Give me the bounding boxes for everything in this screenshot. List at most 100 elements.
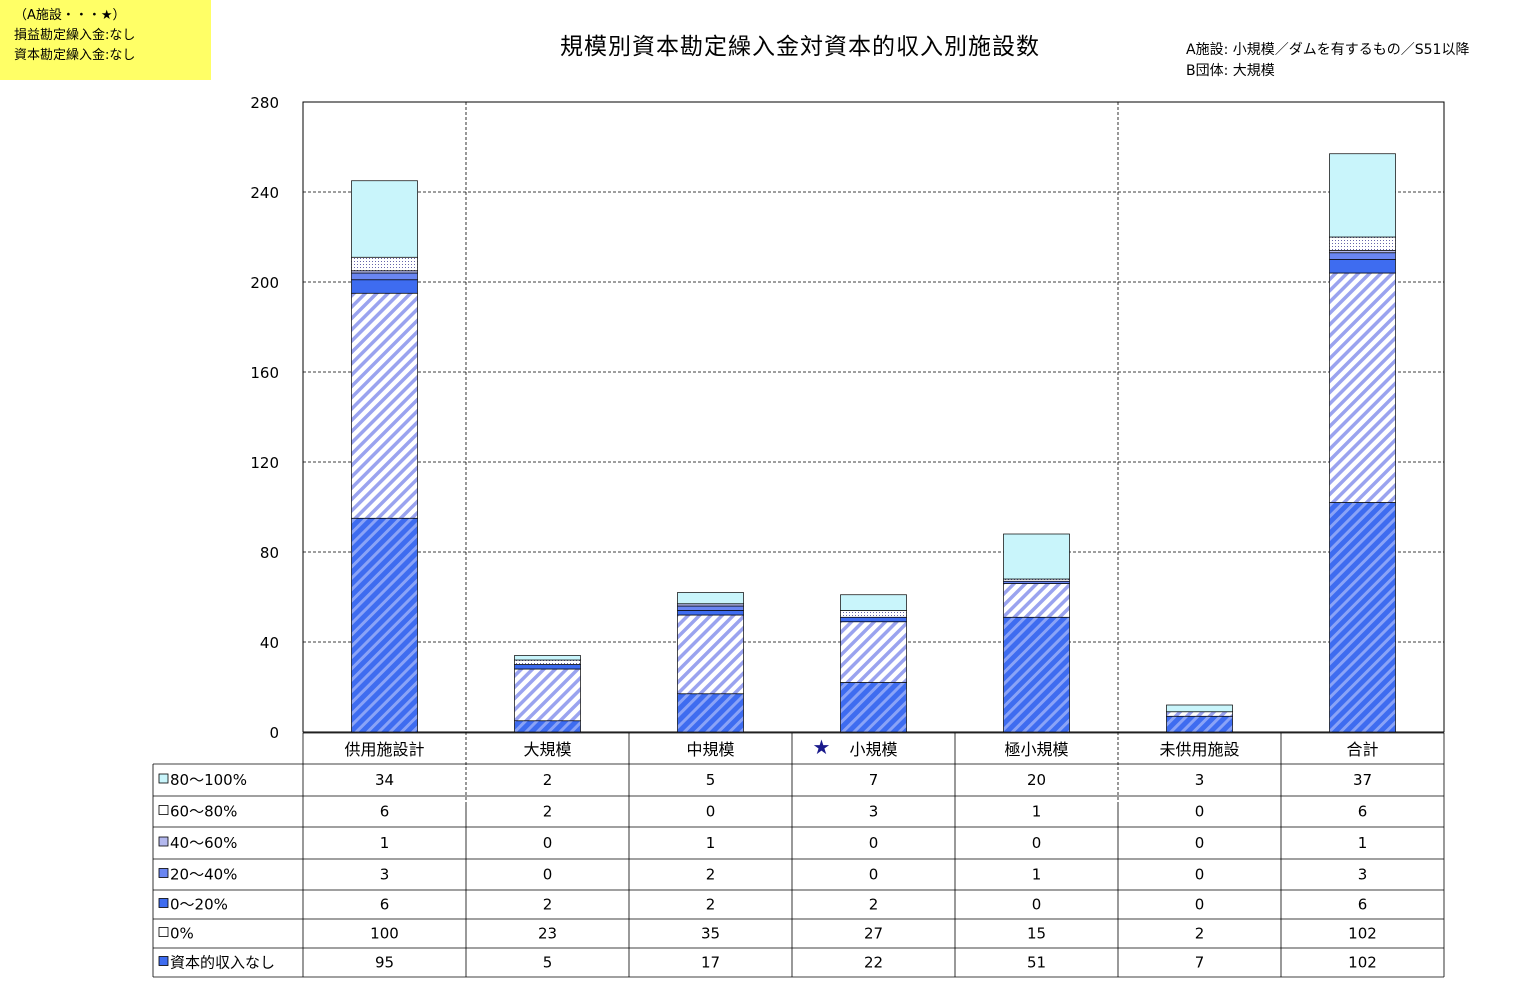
legend-swatch <box>158 868 169 878</box>
data-cell: 22 <box>864 954 883 972</box>
legend-swatch <box>158 836 169 847</box>
legend-label: 20～40% <box>170 866 237 884</box>
data-cell: 27 <box>864 925 883 943</box>
data-cell: 37 <box>1353 771 1372 789</box>
data-cell: 15 <box>1027 925 1046 943</box>
bar-segment <box>514 659 581 665</box>
data-cell: 20 <box>1027 771 1046 789</box>
bar-segment <box>1003 533 1070 580</box>
bar-segment <box>840 594 907 611</box>
category-label: 合計 <box>1346 740 1378 759</box>
bar-segment <box>1329 259 1396 274</box>
bar-segment <box>677 592 744 605</box>
bar-segment <box>514 720 581 733</box>
bar-segment <box>351 517 418 733</box>
y-tick-label: 200 <box>250 274 279 292</box>
data-cell: 2 <box>543 803 553 821</box>
bar-segment <box>1166 715 1233 733</box>
bar-segment <box>840 621 907 683</box>
subnote-line: A施設: 小規模／ダムを有するもの／S51以降 <box>1186 42 1470 58</box>
legend-swatch <box>158 805 169 815</box>
legend-label: 資本的収入なし <box>170 954 275 972</box>
category-label: 極小規模 <box>1004 740 1068 759</box>
bar-segment <box>840 616 907 623</box>
legend-label: 80～100% <box>170 771 247 789</box>
data-cell: 2 <box>706 896 716 914</box>
data-cell: 5 <box>706 771 716 789</box>
chart-title: 規模別資本勘定繰入金対資本的収入別施設数 <box>560 34 1040 60</box>
y-tick-label: 120 <box>250 454 279 472</box>
category-label: 大規模 <box>523 740 571 759</box>
data-cell: 6 <box>1358 896 1368 914</box>
data-cell: 3 <box>1195 771 1205 789</box>
y-tick-label: 280 <box>250 94 279 112</box>
data-cell: 100 <box>370 925 399 943</box>
y-tick-label: 0 <box>269 724 279 742</box>
data-cell: 5 <box>543 954 553 972</box>
data-cell: 6 <box>380 803 390 821</box>
category-label: 小規模 <box>849 740 897 759</box>
legend-swatch <box>158 956 169 966</box>
data-cell: 2 <box>543 771 553 789</box>
data-cell: 0 <box>1195 803 1205 821</box>
data-cell: 102 <box>1348 925 1377 943</box>
legend-swatch <box>158 773 169 784</box>
data-cell: 3 <box>380 866 390 884</box>
bar-segment <box>351 292 418 519</box>
bar-segment <box>1329 153 1396 238</box>
y-tick-label: 160 <box>250 364 279 382</box>
bar-segment <box>677 610 744 616</box>
data-cell: 1 <box>380 834 390 852</box>
bar-segment <box>351 256 418 272</box>
bar-segment <box>840 610 907 618</box>
bar-segment <box>1329 502 1396 733</box>
note-line: 資本勘定繰入金:なし <box>14 48 136 63</box>
note-line: （A施設・・・★） <box>14 8 126 23</box>
bar-segment <box>514 664 581 670</box>
data-cell: 95 <box>375 954 394 972</box>
data-cell: 7 <box>869 771 879 789</box>
y-tick-label: 40 <box>260 634 279 652</box>
data-cell: 1 <box>1032 803 1042 821</box>
bar-segment <box>351 279 418 294</box>
data-cell: 17 <box>701 954 720 972</box>
star-marker: ★ <box>813 735 831 759</box>
legend-swatch <box>158 898 169 908</box>
data-cell: 0 <box>1032 834 1042 852</box>
data-cell: 2 <box>543 896 553 914</box>
bar-segment <box>514 668 581 722</box>
bar-segment <box>1003 616 1070 733</box>
bar-segment <box>677 693 744 733</box>
legend-label: 60～80% <box>170 803 237 821</box>
bar-segment <box>677 614 744 695</box>
bar-segment <box>351 272 418 281</box>
bar-segment <box>514 655 581 661</box>
data-cell: 3 <box>1358 866 1368 884</box>
data-cell: 3 <box>869 803 879 821</box>
data-cell: 51 <box>1027 954 1046 972</box>
category-label: 未供用施設 <box>1159 740 1239 759</box>
data-cell: 6 <box>380 896 390 914</box>
legend-label: 0% <box>170 925 194 943</box>
data-cell: 7 <box>1195 954 1205 972</box>
data-cell: 0 <box>706 803 716 821</box>
data-cell: 0 <box>543 866 553 884</box>
bar-segment <box>1166 704 1233 713</box>
note-line: 損益勘定繰入金:なし <box>14 28 136 43</box>
bar-segment <box>1329 252 1396 260</box>
y-tick-label: 80 <box>260 544 279 562</box>
bar-segment <box>1003 583 1070 618</box>
category-label: 供用施設計 <box>344 740 424 759</box>
legend-swatch <box>158 927 169 937</box>
data-cell: 34 <box>375 771 394 789</box>
facility-note: A施設: 小規模／ダムを有するもの／S51以降 B団体: 大規模 <box>1186 40 1469 82</box>
category-label: 中規模 <box>686 740 734 759</box>
bar-segment <box>351 180 418 258</box>
bar-segment <box>1329 236 1396 251</box>
bar-segment <box>1329 272 1396 503</box>
subnote-line: B団体: 大規模 <box>1186 63 1275 79</box>
data-cell: 0 <box>1195 866 1205 884</box>
data-cell: 102 <box>1348 954 1377 972</box>
bar-segment <box>840 682 907 733</box>
